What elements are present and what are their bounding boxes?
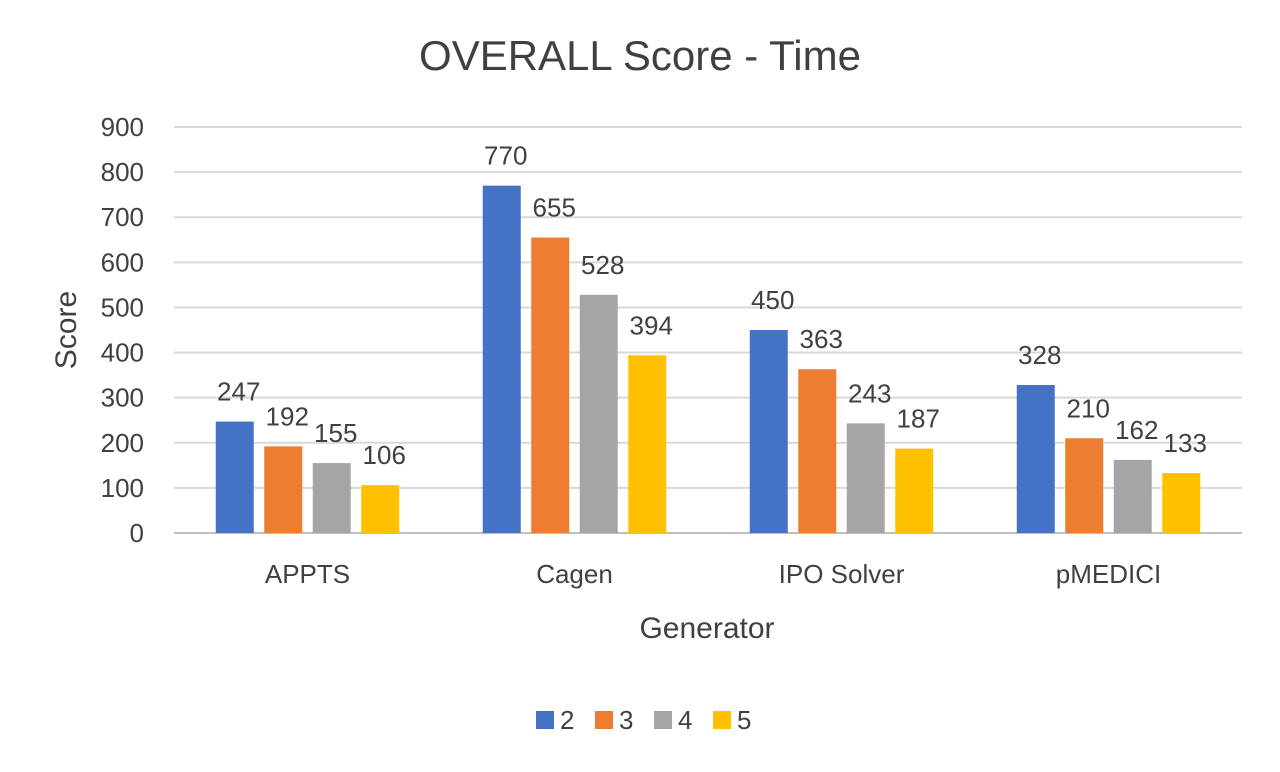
legend-label: 5 — [737, 705, 751, 735]
y-tick-label: 100 — [101, 473, 144, 503]
bar — [361, 485, 400, 533]
bar — [846, 423, 885, 533]
data-label: 187 — [897, 404, 940, 434]
legend-label: 3 — [619, 705, 633, 735]
bar — [1016, 385, 1055, 533]
data-label: 655 — [533, 193, 576, 223]
y-tick-label: 800 — [101, 157, 144, 187]
x-category-label: Cagen — [536, 559, 613, 589]
data-label: 192 — [266, 401, 309, 431]
legend-swatch — [536, 711, 554, 729]
y-tick-label: 300 — [101, 383, 144, 413]
bar — [579, 294, 618, 533]
x-category-label: APPTS — [265, 559, 350, 589]
x-category-label: pMEDICI — [1056, 559, 1161, 589]
y-axis-title: Score — [50, 291, 83, 369]
data-label: 155 — [314, 418, 357, 448]
y-tick-label: 0 — [130, 518, 144, 548]
bar — [531, 237, 570, 533]
bar — [628, 355, 667, 533]
legend-item: 3 — [595, 705, 633, 735]
legend-item: 4 — [654, 705, 692, 735]
y-axis-ticks: 0 100 200 300 400 500 600 700 800 900 — [101, 112, 144, 548]
legend-item: 5 — [713, 705, 751, 735]
bar — [215, 421, 254, 533]
y-tick-label: 900 — [101, 112, 144, 142]
data-label: 133 — [1164, 428, 1207, 458]
data-label: 363 — [800, 324, 843, 354]
legend-item: 2 — [536, 705, 574, 735]
data-label: 162 — [1115, 415, 1158, 445]
bar — [312, 463, 351, 533]
data-label: 770 — [484, 141, 527, 171]
legend-label: 2 — [560, 705, 574, 735]
data-label: 247 — [217, 377, 260, 407]
x-axis-title: Generator — [639, 612, 774, 645]
x-category-label: IPO Solver — [779, 559, 905, 589]
data-label: 450 — [751, 285, 794, 315]
y-tick-label: 200 — [101, 428, 144, 458]
bar — [1162, 473, 1201, 533]
bar — [798, 369, 837, 533]
y-tick-label: 700 — [101, 202, 144, 232]
legend-swatch — [654, 711, 672, 729]
bar — [895, 448, 934, 533]
data-label: 528 — [581, 250, 624, 280]
y-tick-label: 600 — [101, 247, 144, 277]
bars — [215, 185, 1201, 533]
data-label: 394 — [630, 310, 673, 340]
data-label: 328 — [1018, 340, 1061, 370]
gridlines — [174, 126, 1242, 534]
y-tick-label: 400 — [101, 338, 144, 368]
bar — [264, 446, 303, 533]
bar — [482, 185, 521, 533]
data-label: 106 — [363, 440, 406, 470]
data-label: 210 — [1067, 393, 1110, 423]
data-label: 243 — [848, 378, 891, 408]
bar — [749, 330, 788, 533]
x-axis-categories: APPTS Cagen IPO Solver pMEDICI — [265, 559, 1161, 589]
bar — [1065, 438, 1104, 533]
bar — [1113, 459, 1152, 533]
y-tick-label: 500 — [101, 292, 144, 322]
legend-swatch — [713, 711, 731, 729]
legend-swatch — [595, 711, 613, 729]
chart-title: OVERALL Score - Time — [419, 32, 861, 79]
legend: 2 3 4 5 — [536, 705, 751, 735]
legend-label: 4 — [678, 705, 692, 735]
